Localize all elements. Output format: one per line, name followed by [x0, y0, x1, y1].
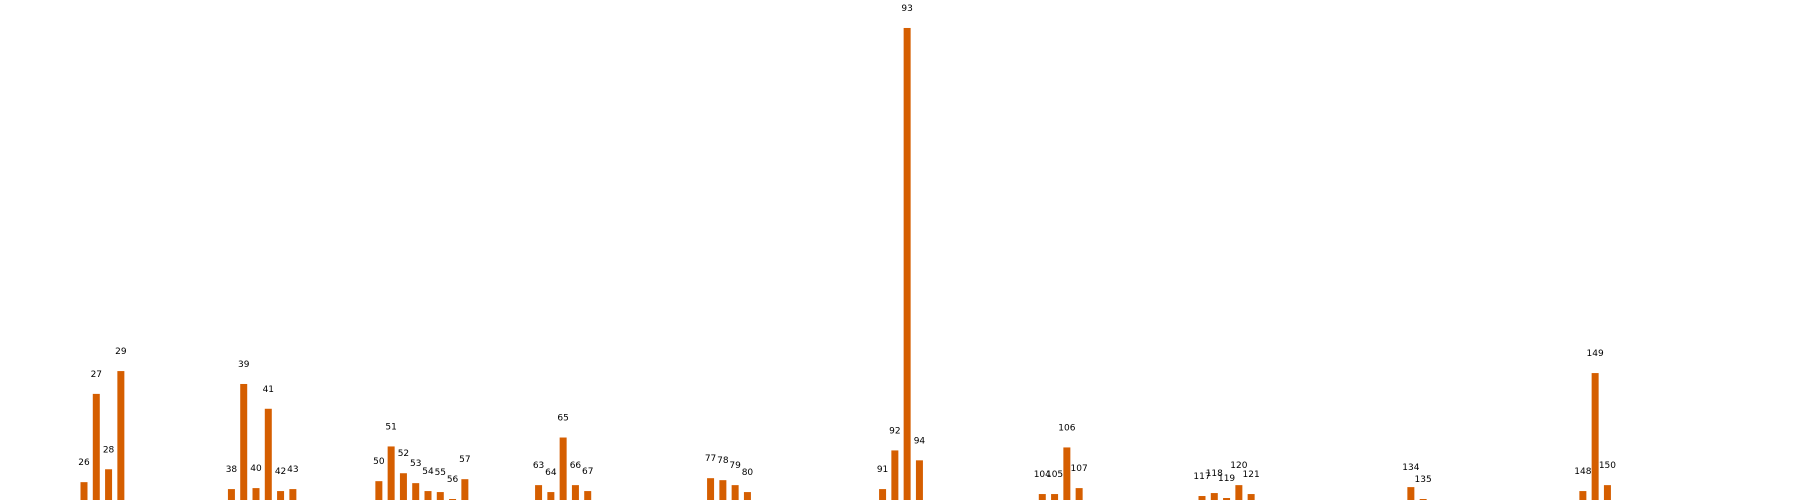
bar-label-91: 91	[877, 465, 888, 475]
bar-50	[375, 481, 383, 500]
bar-label-29: 29	[115, 347, 127, 357]
bar-107	[1075, 488, 1083, 500]
bar-149	[1591, 373, 1599, 500]
bar-label-79: 79	[729, 461, 741, 471]
bar-91	[879, 489, 887, 500]
bar-150	[1603, 485, 1611, 500]
bar-label-64: 64	[545, 468, 557, 478]
bar-93	[903, 27, 911, 500]
bar-117	[1198, 496, 1206, 500]
bar-63	[535, 485, 543, 500]
bar-label-117: 117	[1193, 472, 1210, 482]
bar-label-26: 26	[78, 458, 90, 468]
bar-106	[1063, 447, 1071, 500]
bar-54	[424, 491, 432, 500]
bar-120	[1235, 485, 1243, 500]
bar-label-120: 120	[1230, 461, 1247, 471]
bar-label-41: 41	[263, 385, 274, 395]
bar-121	[1247, 494, 1255, 500]
bar-label-148: 148	[1574, 467, 1591, 477]
bar-label-38: 38	[226, 465, 238, 475]
bar-79	[731, 485, 739, 500]
bar-label-92: 92	[889, 426, 900, 436]
bar-118	[1210, 493, 1218, 500]
bar-67	[584, 491, 592, 500]
bar-label-107: 107	[1071, 464, 1088, 474]
bar-label-121: 121	[1243, 470, 1260, 480]
bar-94	[915, 460, 923, 500]
bar-105	[1051, 494, 1059, 500]
bar-38	[227, 489, 235, 500]
bar-label-77: 77	[705, 454, 716, 464]
bar-26	[80, 482, 88, 500]
bar-label-57: 57	[459, 455, 470, 465]
bar-28	[105, 469, 113, 500]
bar-label-39: 39	[238, 360, 250, 370]
bar-label-63: 63	[533, 461, 544, 471]
bar-104	[1038, 494, 1046, 500]
bar-label-134: 134	[1402, 463, 1419, 473]
bar-label-56: 56	[447, 475, 459, 485]
bar-53	[412, 483, 420, 500]
bar-label-53: 53	[410, 459, 421, 469]
bar-label-150: 150	[1599, 461, 1616, 471]
bar-label-40: 40	[250, 464, 262, 474]
bar-55	[436, 492, 444, 500]
bar-43	[289, 489, 297, 500]
bar-label-50: 50	[373, 457, 385, 467]
bar-label-65: 65	[557, 414, 568, 424]
bar-39	[240, 383, 248, 500]
bar-label-94: 94	[914, 436, 926, 446]
bar-78	[719, 480, 727, 500]
bar-label-51: 51	[385, 422, 396, 432]
bar-label-104: 104	[1034, 470, 1051, 480]
bar-label-135: 135	[1415, 475, 1432, 485]
bar-51	[387, 446, 395, 500]
bar-92	[891, 450, 899, 500]
bar-label-78: 78	[717, 456, 729, 466]
bar-label-149: 149	[1587, 349, 1604, 359]
bar-label-118: 118	[1206, 469, 1223, 479]
bar-label-55: 55	[435, 468, 446, 478]
bar-label-66: 66	[570, 461, 582, 471]
bar-52	[399, 473, 407, 500]
bar-label-43: 43	[287, 465, 298, 475]
bar-40	[252, 488, 260, 500]
bar-64	[547, 492, 555, 500]
bar-41	[264, 408, 272, 500]
bar-27	[92, 393, 100, 500]
bar-134	[1407, 487, 1415, 500]
bar-80	[743, 492, 751, 500]
bar-label-54: 54	[422, 467, 434, 477]
bar-57	[461, 479, 469, 500]
bar-label-119: 119	[1218, 474, 1235, 484]
bar-label-28: 28	[103, 445, 115, 455]
bar-label-106: 106	[1058, 423, 1075, 433]
bar-label-105: 105	[1046, 470, 1063, 480]
bar-label-27: 27	[91, 370, 102, 380]
bar-66	[571, 485, 579, 500]
bar-series	[80, 27, 1611, 500]
bar-77	[707, 478, 715, 500]
bar-label-52: 52	[398, 449, 409, 459]
bar-42	[277, 491, 285, 500]
bar-label-42: 42	[275, 467, 286, 477]
bar-119	[1223, 498, 1231, 500]
bar-label-67: 67	[582, 467, 593, 477]
bar-65	[559, 437, 567, 500]
bar-148	[1579, 491, 1587, 500]
bar-29	[117, 371, 125, 500]
bar-label-93: 93	[901, 4, 912, 14]
bar-label-80: 80	[742, 468, 754, 478]
